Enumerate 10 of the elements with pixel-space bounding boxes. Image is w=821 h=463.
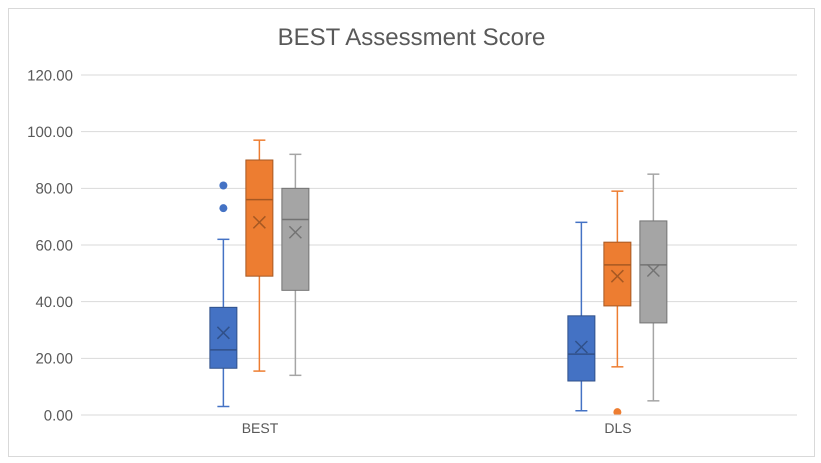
chart-title: BEST Assessment Score bbox=[276, 23, 546, 53]
y-tick-label: 0.00 bbox=[44, 407, 73, 424]
y-tick-label: 40.00 bbox=[35, 294, 73, 311]
y-tick-label: 120.00 bbox=[27, 67, 73, 84]
x-tick-label: BEST bbox=[242, 420, 279, 436]
x-tick-label: DLS bbox=[604, 420, 632, 436]
y-tick-label: 100.00 bbox=[27, 124, 73, 141]
y-tick-label: 20.00 bbox=[35, 350, 73, 368]
y-tick-label: 60.00 bbox=[35, 237, 73, 254]
y-tick-label: 80.00 bbox=[35, 180, 73, 198]
